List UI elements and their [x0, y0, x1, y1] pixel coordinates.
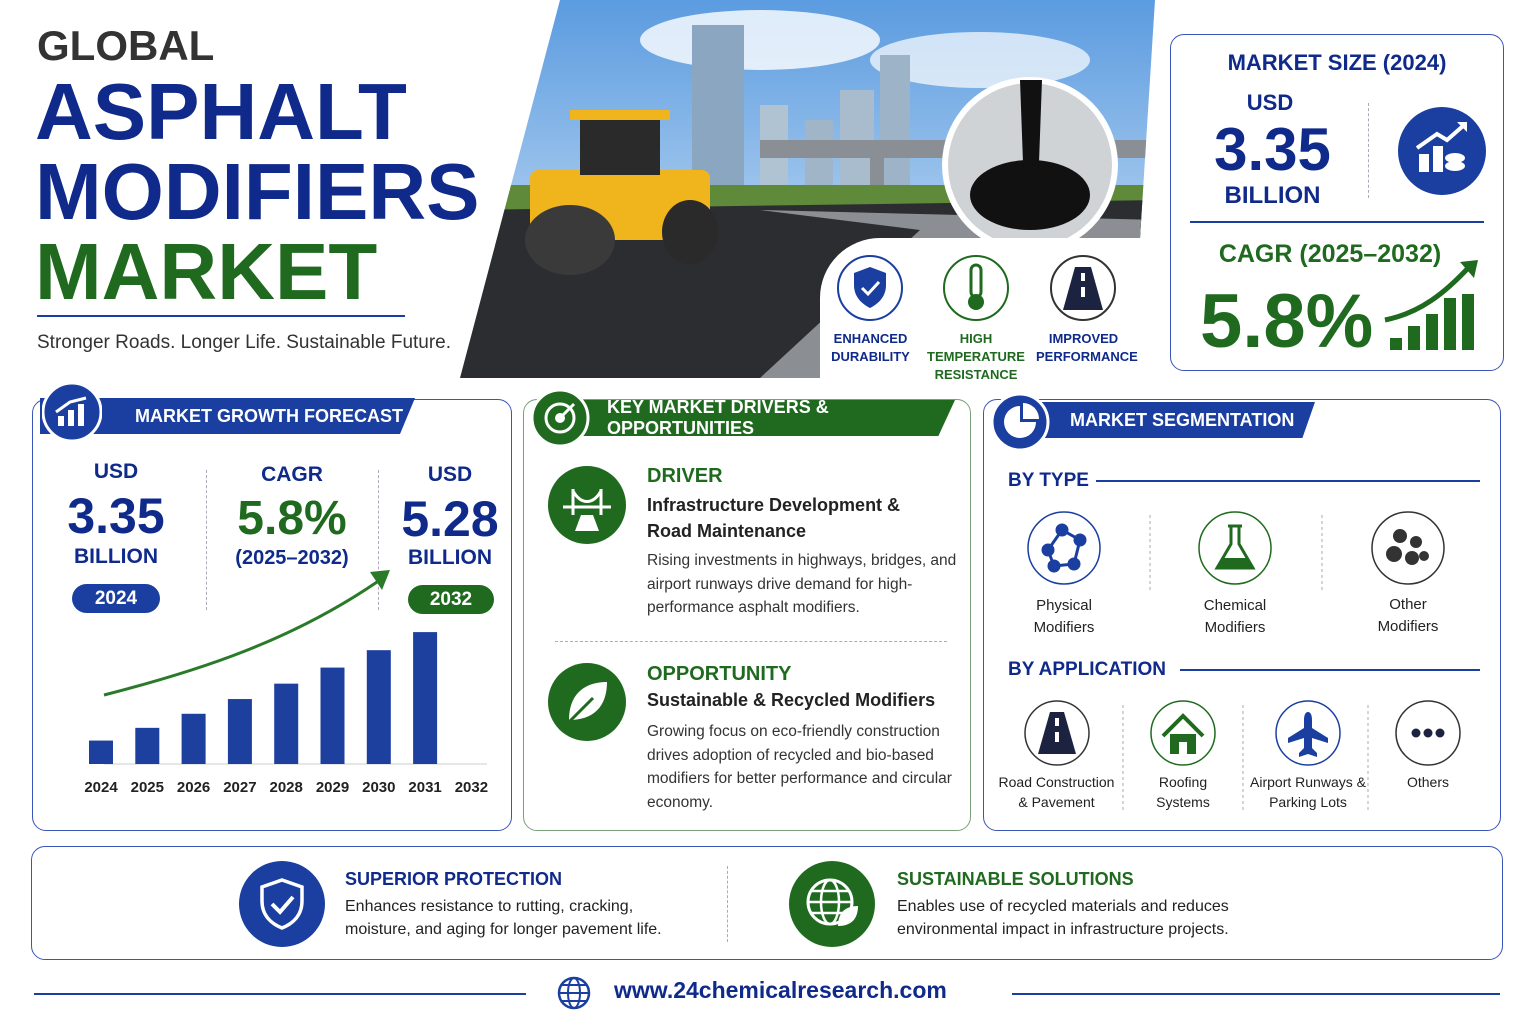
title: MARKET — [35, 227, 378, 316]
bar — [413, 632, 438, 764]
currency: USD — [1246, 90, 1294, 115]
growth-icon — [1384, 260, 1478, 350]
shield-icon — [239, 861, 325, 947]
divider — [378, 470, 379, 610]
cagr-value: 5.8% — [237, 492, 347, 545]
driver-text: Rising investments in highways, bridges,… — [647, 552, 957, 616]
unit: BILLION — [408, 546, 492, 569]
footer-rule — [1012, 993, 1500, 995]
application-label: Airport Runways & Parking Lots — [1250, 774, 1366, 810]
value: 3.35 — [67, 488, 165, 544]
currency: USD — [427, 463, 473, 486]
target-icon — [530, 388, 590, 448]
x-tick-label: 2025 — [131, 779, 164, 796]
chart-icon — [42, 382, 102, 442]
value: 3.35 — [1214, 116, 1331, 183]
footer-rule — [34, 993, 526, 995]
bar — [181, 713, 206, 764]
benefit-text: Enhances resistance to rutting, cracking… — [345, 898, 662, 938]
benefit-text: Enables use of recycled materials and re… — [897, 898, 1229, 938]
title: MODIFIERS — [35, 147, 480, 236]
unit: BILLION — [1224, 182, 1321, 209]
feature-label: HIGH TEMPERATURE RESISTANCE — [927, 331, 1025, 382]
bridge-icon — [548, 466, 626, 544]
leaf-icon — [548, 663, 626, 741]
group-label: BY APPLICATION — [1008, 659, 1166, 680]
bar — [135, 727, 160, 764]
currency: USD — [93, 460, 139, 483]
type-icons — [1027, 511, 1445, 590]
divider — [555, 641, 947, 642]
website[interactable]: www.24chemicalresearch.com — [614, 977, 947, 1003]
driver-label: DRIVER — [647, 465, 723, 487]
x-tick-label: 2028 — [270, 779, 303, 796]
bar — [227, 699, 252, 764]
money-icon — [1398, 107, 1486, 195]
pie-icon — [990, 392, 1050, 452]
bar-chart: 2024 2025 2026 2027 2028 2029 2030 2031 2032 — [84, 570, 488, 796]
x-tick-label: 2026 — [177, 779, 210, 796]
bar — [89, 740, 113, 764]
x-tick-label: 2032 — [455, 779, 488, 796]
feature-label: IMPROVED PERFORMANCE — [1036, 331, 1138, 364]
divider — [1190, 221, 1484, 223]
cagr-label: CAGR — [261, 463, 323, 486]
bar — [320, 667, 345, 764]
rule — [1096, 480, 1480, 482]
opportunity-text: Growing focus on eco-friendly constructi… — [647, 723, 952, 811]
x-tick-label: 2031 — [408, 779, 441, 796]
opportunity-label: OPPORTUNITY — [647, 663, 792, 685]
cagr-period: (2025–2032) — [235, 547, 349, 569]
card-title: MARKET SIZE (2024) — [1227, 50, 1447, 75]
section-header: KEY MARKET DRIVERS & OPPORTUNITIES — [540, 400, 955, 436]
title: ASPHALT — [35, 67, 407, 156]
bar — [274, 683, 299, 764]
benefit-title: SUSTAINABLE SOLUTIONS — [897, 869, 1134, 889]
unit: BILLION — [74, 545, 158, 568]
application-label: Others — [1406, 774, 1449, 790]
feature-label: ENHANCED DURABILITY — [831, 331, 910, 364]
application-icons — [1024, 700, 1461, 810]
year-badge: 2024 — [72, 584, 160, 613]
benefit-title: SUPERIOR PROTECTION — [345, 869, 563, 889]
rule — [1180, 669, 1480, 671]
divider — [37, 315, 405, 317]
trend-arrow — [103, 580, 378, 697]
value: 5.28 — [401, 491, 499, 547]
x-tick-label: 2027 — [223, 779, 256, 796]
type-label: Chemical Modifiers — [1203, 597, 1267, 636]
bar — [366, 650, 391, 764]
x-tick-label: 2024 — [84, 779, 118, 796]
divider — [727, 866, 728, 942]
section-header: MARKET SEGMENTATION — [1000, 402, 1315, 438]
driver-heading: Infrastructure Development & Road Mainte… — [647, 495, 901, 541]
cagr-title: CAGR (2025–2032) — [1218, 240, 1442, 268]
divider — [206, 470, 207, 610]
arrow-head — [370, 570, 390, 590]
tagline: Stronger Roads. Longer Life. Sustainable… — [37, 332, 452, 353]
group-label: BY TYPE — [1008, 470, 1089, 491]
application-label: Road Construction & Pavement — [998, 774, 1115, 810]
x-tick-label: 2030 — [362, 779, 395, 796]
cagr-value: 5.8% — [1200, 279, 1374, 364]
year-badge: 2032 — [408, 585, 494, 614]
type-label: Other Modifiers — [1377, 596, 1439, 635]
globe-icon — [789, 861, 875, 947]
feature-icons — [837, 255, 1116, 321]
opportunity-heading: Sustainable & Recycled Modifiers — [647, 690, 936, 710]
divider — [1368, 103, 1369, 198]
x-tick-label: 2029 — [316, 779, 349, 796]
application-label: Roofing Systems — [1156, 774, 1210, 810]
section-header: MARKET GROWTH FORECAST — [40, 398, 415, 434]
type-label: Physical Modifiers — [1033, 597, 1095, 636]
web-icon — [557, 976, 591, 1010]
eyebrow: GLOBAL — [37, 22, 215, 69]
